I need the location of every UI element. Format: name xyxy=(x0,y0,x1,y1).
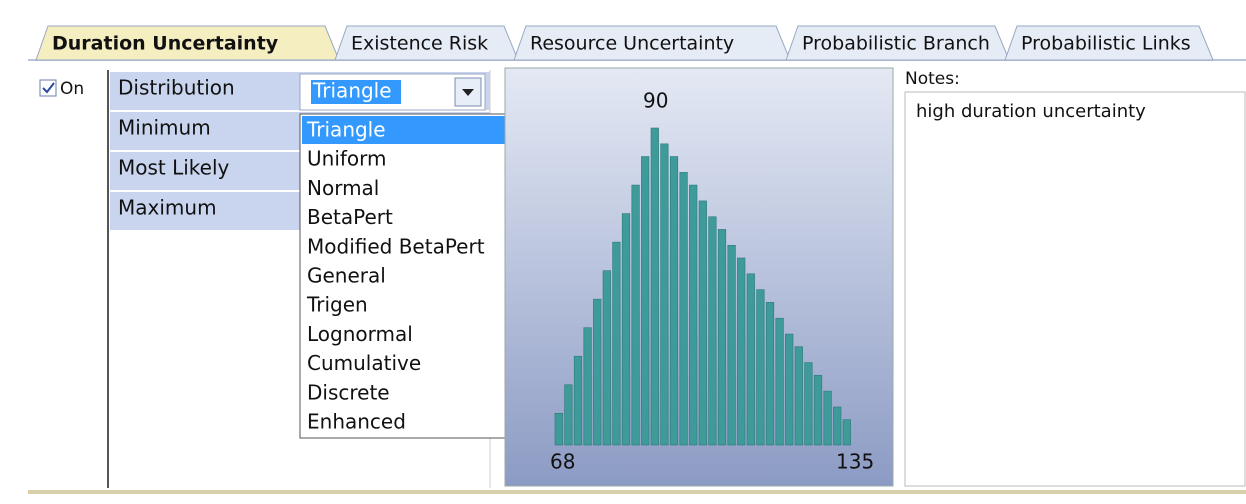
dropdown-item[interactable]: Cumulative xyxy=(307,351,421,375)
dropdown-item[interactable]: Modified BetaPert xyxy=(307,234,485,258)
combobox-value: Triangle xyxy=(312,79,392,103)
histogram-bar xyxy=(564,384,573,446)
checkbox-label: On xyxy=(60,79,84,99)
selection-highlight xyxy=(311,80,401,104)
tab[interactable]: Existence Risk xyxy=(334,25,519,61)
dropdown-item[interactable]: BetaPert xyxy=(307,205,393,229)
property-row xyxy=(110,192,300,230)
tab-label: Duration Uncertainty xyxy=(52,33,279,55)
item-highlight xyxy=(302,116,541,144)
dropdown-item[interactable]: Discrete xyxy=(307,380,390,404)
notes-text: high duration uncertainty xyxy=(916,101,1146,122)
dropdown-item[interactable]: Enhanced xyxy=(307,410,406,434)
histogram-bar xyxy=(583,327,592,446)
histogram-bar xyxy=(573,355,583,446)
histogram-bar xyxy=(631,184,640,446)
dropdown-button[interactable] xyxy=(454,77,482,107)
checkbox[interactable] xyxy=(39,79,57,97)
histogram-bar xyxy=(823,390,832,446)
property-row xyxy=(110,112,300,150)
tab-label: Existence Risk xyxy=(351,33,488,55)
dropdown-arrow xyxy=(462,89,474,96)
tab[interactable]: Resource Uncertainty xyxy=(513,25,791,61)
property-row xyxy=(110,152,300,190)
tab-shape xyxy=(334,25,519,61)
dropdown-item[interactable]: Trigen xyxy=(306,293,368,317)
histogram-bar xyxy=(641,156,650,446)
histogram-bar xyxy=(669,156,679,446)
histogram-bar xyxy=(746,273,755,446)
histogram-bar xyxy=(593,298,602,446)
dropdown-list xyxy=(299,113,544,439)
dropdown-item[interactable]: Normal xyxy=(307,176,379,200)
property-row xyxy=(110,72,300,110)
histogram-bar xyxy=(765,302,775,446)
histogram-bar xyxy=(708,216,717,446)
histogram-bar xyxy=(785,333,794,446)
tab-shape xyxy=(513,25,791,61)
histogram-bar xyxy=(727,244,736,446)
tab-label: Probabilistic Links xyxy=(1021,33,1191,55)
max-label: 135 xyxy=(836,450,874,474)
tab-shape xyxy=(35,25,340,61)
histogram-bar xyxy=(621,213,631,446)
histogram-bar xyxy=(737,257,746,446)
tab-label: Resource Uncertainty xyxy=(530,33,734,55)
notes-box[interactable] xyxy=(904,91,1246,487)
notes-label: Notes: xyxy=(905,69,960,89)
histogram-bar xyxy=(602,270,611,446)
dropdown-item[interactable]: Triangle xyxy=(306,118,386,142)
histogram-bar xyxy=(804,362,813,446)
histogram-bar xyxy=(554,412,563,446)
histogram-bar xyxy=(756,289,765,446)
min-label: 68 xyxy=(550,450,575,474)
property-label: Maximum xyxy=(118,196,217,220)
histogram-bar xyxy=(689,184,698,446)
dropdown-item[interactable]: Uniform xyxy=(307,147,387,171)
histogram-bar xyxy=(813,374,823,446)
histogram-bar xyxy=(612,241,621,446)
histogram-bar xyxy=(660,143,669,446)
histogram-bar xyxy=(775,317,784,446)
tab[interactable]: Probabilistic Branch xyxy=(785,25,1010,61)
histogram-bar xyxy=(794,346,803,446)
tab-shape xyxy=(1004,25,1214,61)
tab[interactable]: Probabilistic Links xyxy=(1004,25,1214,61)
histogram-bar xyxy=(698,200,707,446)
tab[interactable]: Duration Uncertainty xyxy=(35,25,340,61)
property-label: Minimum xyxy=(118,116,211,140)
tab-label: Probabilistic Branch xyxy=(802,33,990,55)
property-label: Distribution xyxy=(118,76,235,100)
histogram-bar xyxy=(679,172,688,446)
property-label: Most Likely xyxy=(118,156,230,180)
dropdown-item[interactable]: Lognormal xyxy=(307,322,413,346)
check-mark xyxy=(42,82,55,94)
tab-shape xyxy=(785,25,1010,61)
histogram-bar xyxy=(842,419,851,446)
mode-label: 90 xyxy=(643,89,668,113)
histogram-bar xyxy=(717,229,727,446)
histogram-bar xyxy=(833,406,842,446)
histogram-bar xyxy=(650,127,659,446)
dropdown-item[interactable]: General xyxy=(307,264,386,288)
